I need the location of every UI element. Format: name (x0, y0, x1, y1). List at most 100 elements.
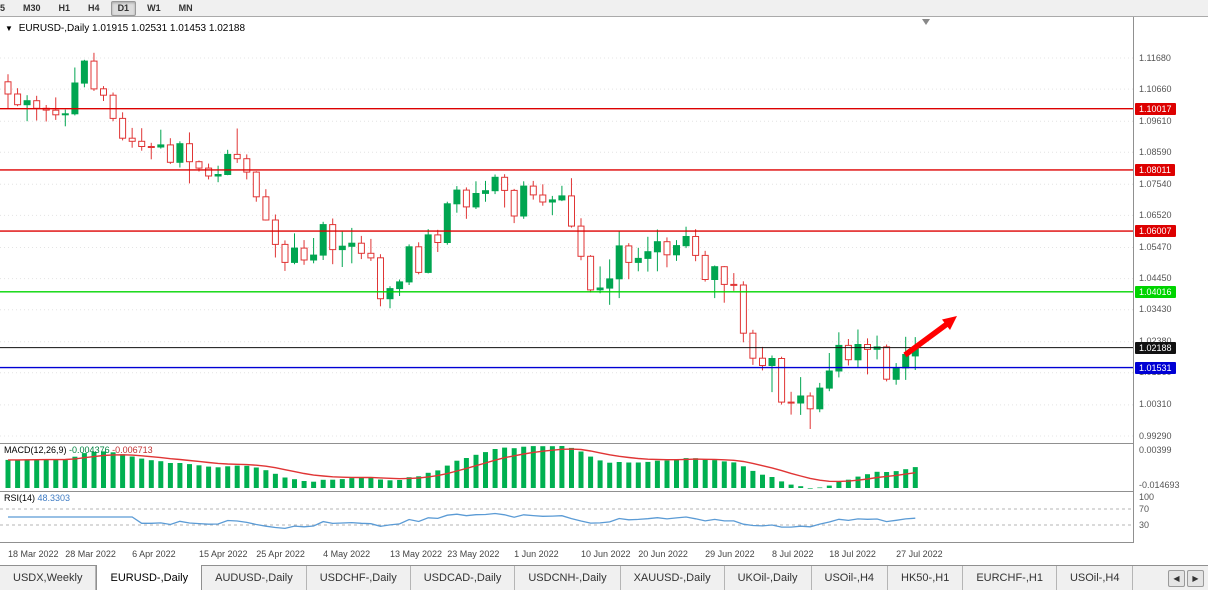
timeframe-button-m30[interactable]: M30 (23, 2, 41, 13)
macd-bar (540, 446, 546, 488)
date-label: 4 May 2022 (323, 549, 371, 559)
candle-body (147, 146, 155, 148)
candle-body (692, 236, 700, 256)
candle (138, 128, 146, 151)
chart-shift-marker[interactable] (922, 19, 930, 25)
candle (415, 242, 423, 275)
candle (720, 266, 728, 303)
candle (42, 105, 50, 122)
candle (653, 229, 661, 272)
macd-bar (693, 458, 699, 488)
candle-body (329, 224, 337, 251)
macd-bar (330, 479, 336, 488)
chart-tab-usdcnh-daily[interactable]: USDCNH-,Daily (515, 566, 621, 590)
macd-bar (683, 458, 689, 488)
support-line-tag: 1.01531 (1135, 361, 1176, 374)
candle-body (138, 140, 146, 148)
candle-body (214, 174, 222, 177)
one-click-collapse-icon[interactable]: ▼ (5, 24, 13, 33)
candle (730, 273, 738, 291)
trend-arrow[interactable] (903, 316, 957, 358)
chart-tab-usoil-h4[interactable]: USOil-,H4 (812, 566, 889, 590)
candle-body (749, 332, 757, 359)
macd-bar (444, 465, 450, 488)
chart-tab-usdx-weekly[interactable]: USDX,Weekly (0, 566, 97, 590)
price-axis[interactable]: 1.11680 1.10660 1.09610 1.08590 1.07540 1.065… (1133, 17, 1208, 543)
candle (759, 346, 766, 371)
macd-main-value: -0.004376 (69, 445, 110, 455)
date-label: 28 Mar 2022 (65, 549, 116, 559)
macd-pane[interactable] (0, 443, 1133, 491)
chart-tab-list: USDX,Weekly EURUSD-,Daily AUDUSD-,Daily USD… (0, 565, 1134, 590)
candle-body (119, 117, 127, 139)
candle-body (625, 245, 633, 263)
timeframe-button-d1[interactable]: D1 (110, 0, 137, 16)
macd-bar (148, 460, 154, 488)
candle (396, 279, 404, 296)
macd-bar (24, 459, 30, 488)
macd-bar (378, 479, 383, 488)
candle (806, 392, 814, 429)
candle (119, 112, 127, 141)
main-price-pane[interactable] (0, 17, 1133, 443)
timeframe-button-h4[interactable]: H4 (88, 2, 100, 13)
timeframe-button-mn[interactable]: MN (178, 2, 193, 13)
candle (271, 214, 279, 258)
chart-tab-eurusd-daily[interactable]: EURUSD-,Daily (96, 565, 203, 590)
candle (443, 201, 451, 245)
candle-body (520, 185, 528, 217)
chart-tab-xauusd-daily[interactable]: XAUUSD-,Daily (621, 566, 725, 590)
macd-bar (167, 463, 173, 488)
macd-bar (597, 460, 603, 488)
time-axis[interactable]: 18 Mar 2022 28 Mar 2022 6 Apr 2022 15 Apr 2… (0, 543, 1133, 565)
chart-tab-usdchf-daily[interactable]: USDCHF-,Daily (307, 566, 411, 590)
candle (186, 132, 193, 184)
candle-body (673, 245, 680, 256)
macd-bar (225, 466, 231, 488)
rsi-pane[interactable] (0, 491, 1133, 543)
candle (825, 353, 833, 392)
support-line-tag: 1.04016 (1135, 285, 1176, 298)
timeframe-toolbar: 5 M30 H1 H4 D1 W1 MN (0, 0, 1208, 17)
candle-body (271, 219, 279, 245)
candle (520, 181, 528, 219)
timeframe-button-5[interactable]: 5 (0, 2, 6, 13)
chart-tab-hk50-h1[interactable]: HK50-,H1 (888, 566, 964, 590)
chart-tab-eurchf-h1[interactable]: EURCHF-,H1 (963, 566, 1057, 590)
macd-bar (215, 467, 221, 488)
resistance-line-tag: 1.08011 (1135, 163, 1175, 176)
chart-tab-usoil-h4[interactable]: USOil-,H4 (1057, 566, 1134, 590)
candle-body (864, 344, 871, 350)
timeframe-button-h1[interactable]: H1 (58, 2, 71, 13)
macd-bar (43, 459, 49, 488)
date-label: 1 Jun 2022 (514, 549, 559, 559)
candle-body (902, 354, 910, 369)
rsi-axis-label-70: 70 (1139, 504, 1150, 514)
chart-tab-audusd-daily[interactable]: AUDUSD-,Daily (202, 566, 307, 590)
candle (663, 237, 671, 268)
chart-tab-usdcad-daily[interactable]: USDCAD-,Daily (411, 566, 516, 590)
macd-bar (874, 471, 880, 488)
macd-bar (301, 481, 307, 488)
tab-scroll-right-icon[interactable]: ▶ (1187, 569, 1204, 587)
candle (587, 255, 595, 293)
trend-arrow-head (942, 316, 957, 330)
macd-bar (492, 449, 498, 488)
date-label: 8 Jul 2022 (772, 549, 814, 559)
macd-bar (645, 461, 651, 488)
chart-symbol-period: EURUSD-,Daily (18, 23, 90, 34)
tab-scroll-left-icon[interactable]: ◀ (1168, 569, 1185, 587)
candle (300, 240, 308, 265)
candle-body (405, 246, 413, 283)
price-axis-label: 1.02380 (1139, 336, 1172, 347)
date-label: 10 Jun 2022 (581, 549, 631, 559)
candle (625, 243, 633, 280)
macd-bar (635, 462, 641, 488)
price-axis-label: 1.03430 (1139, 304, 1172, 315)
timeframe-button-w1[interactable]: W1 (147, 2, 161, 13)
candle (787, 391, 795, 415)
candle-body (252, 171, 260, 198)
chart-tab-ukoil-daily[interactable]: UKOil-,Daily (725, 566, 812, 590)
macd-bar (798, 486, 804, 488)
candle (539, 184, 547, 206)
